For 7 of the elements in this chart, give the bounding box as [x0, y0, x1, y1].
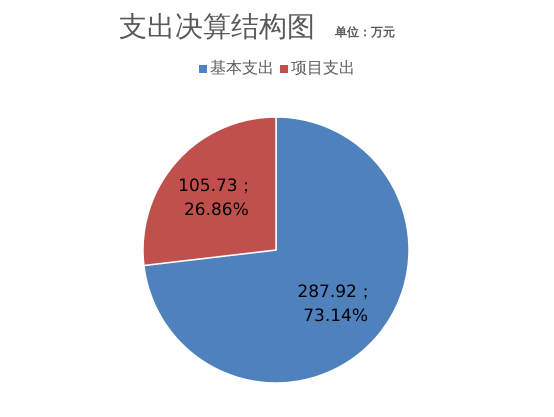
legend-label: 项目支出	[291, 58, 355, 77]
data-label: 105.73； 26.86%	[178, 176, 255, 220]
chart-subtitle: 单位：万元	[334, 25, 395, 39]
chart-title: 支出决算结构图	[119, 10, 315, 43]
pie-slice	[143, 116, 410, 384]
data-label: 287.92； 73.14%	[297, 282, 374, 326]
legend-label: 基本支出	[210, 58, 274, 77]
